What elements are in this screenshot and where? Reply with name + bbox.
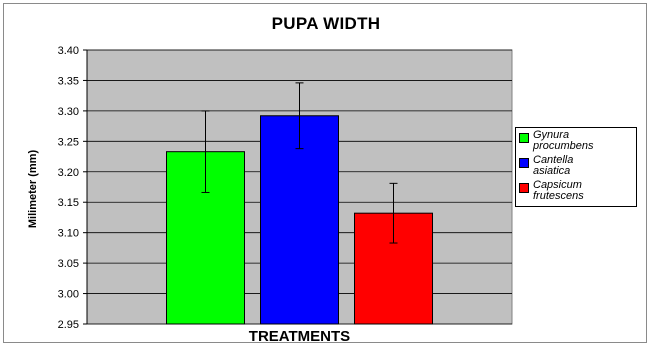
bar — [260, 115, 339, 325]
y-tick-label: 3.05 — [58, 258, 79, 270]
legend-label: asiatica — [533, 165, 571, 177]
y-tick-label: 2.95 — [58, 319, 79, 331]
legend-item: Gynura procumbens — [519, 130, 633, 155]
y-tick-label: 3.10 — [58, 228, 79, 240]
y-tick-label: 3.00 — [58, 289, 79, 301]
legend-label: procumbens — [533, 140, 594, 152]
y-axis-label: Milimeter (mm) — [27, 149, 39, 229]
y-tick-label: 3.15 — [58, 197, 79, 209]
legend-label: Capsicum — [533, 179, 582, 191]
chart-title: PUPA WIDTH — [271, 14, 381, 33]
legend-swatch — [519, 183, 529, 193]
legend-label: Gynura — [533, 129, 570, 141]
y-tick-label: 3.25 — [58, 136, 79, 148]
legend-label: frutescens — [533, 190, 584, 202]
legend-item: Capsicum frutescens — [519, 180, 633, 205]
y-tick-label: 3.30 — [58, 106, 79, 118]
legend-swatch — [519, 133, 529, 143]
legend-label: Cantella — [533, 154, 574, 166]
y-tick-label: 3.20 — [58, 167, 79, 179]
y-tick-label: 3.40 — [58, 45, 79, 57]
y-tick-label: 3.35 — [58, 75, 79, 87]
legend: Gynura procumbens Cantella asiatica Caps… — [515, 127, 637, 207]
legend-item: Cantella asiatica — [519, 155, 633, 180]
x-axis-label: TREATMENTS — [248, 328, 351, 345]
legend-swatch — [519, 158, 529, 168]
